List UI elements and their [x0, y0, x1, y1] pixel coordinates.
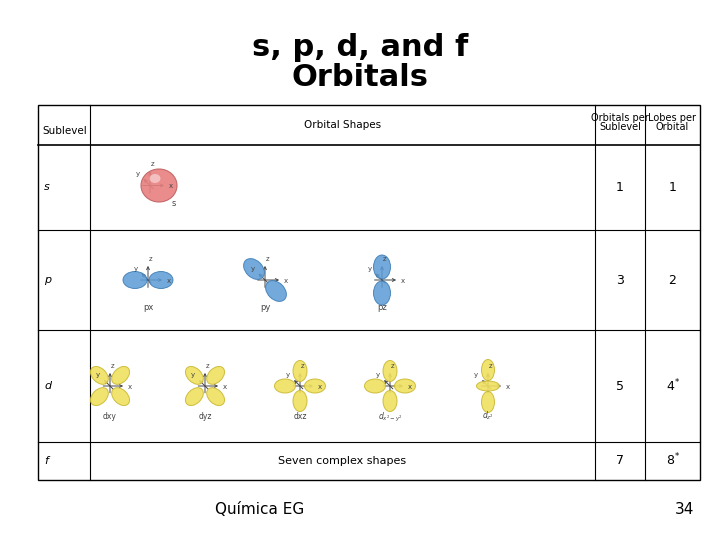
- Text: z: z: [206, 363, 210, 369]
- Ellipse shape: [112, 388, 130, 406]
- Text: Orbital Shapes: Orbital Shapes: [304, 120, 381, 130]
- Text: d: d: [44, 381, 51, 391]
- Ellipse shape: [482, 392, 495, 413]
- Text: x: x: [223, 384, 227, 390]
- Text: $d_{z^2}$: $d_{z^2}$: [482, 410, 494, 422]
- Text: 34: 34: [675, 503, 695, 517]
- Text: z: z: [489, 363, 492, 369]
- Ellipse shape: [186, 388, 203, 406]
- Text: z: z: [111, 363, 114, 369]
- Text: *: *: [675, 377, 679, 387]
- Ellipse shape: [141, 169, 177, 202]
- Ellipse shape: [150, 174, 161, 183]
- Text: pz: pz: [377, 303, 387, 312]
- Ellipse shape: [243, 259, 264, 279]
- Text: x: x: [169, 184, 173, 190]
- Text: x: x: [401, 278, 405, 284]
- Ellipse shape: [207, 388, 225, 406]
- Text: y: y: [96, 372, 100, 378]
- Ellipse shape: [274, 379, 295, 393]
- Ellipse shape: [305, 379, 325, 393]
- Text: *: *: [675, 453, 679, 462]
- Text: z: z: [149, 256, 153, 262]
- Text: x: x: [128, 384, 132, 390]
- Text: y: y: [287, 372, 290, 378]
- Text: s: s: [172, 199, 176, 207]
- Ellipse shape: [383, 390, 397, 411]
- Ellipse shape: [207, 367, 225, 384]
- Ellipse shape: [149, 272, 173, 288]
- Text: s: s: [44, 183, 50, 192]
- Text: f: f: [44, 456, 48, 466]
- Text: z: z: [151, 161, 155, 167]
- Text: y: y: [251, 266, 255, 272]
- Text: 4: 4: [667, 380, 675, 393]
- Ellipse shape: [374, 281, 390, 305]
- Text: px: px: [143, 303, 153, 312]
- Text: 8: 8: [667, 455, 675, 468]
- Text: p: p: [44, 275, 51, 285]
- Ellipse shape: [383, 361, 397, 381]
- Text: s, p, d, and f: s, p, d, and f: [252, 33, 468, 63]
- Text: z: z: [383, 256, 387, 262]
- Ellipse shape: [482, 360, 495, 381]
- Ellipse shape: [266, 281, 287, 301]
- Text: Orbitals per: Orbitals per: [591, 113, 649, 123]
- Ellipse shape: [374, 255, 390, 279]
- Text: 7: 7: [616, 455, 624, 468]
- Text: Orbital: Orbital: [656, 122, 689, 132]
- Text: 3: 3: [616, 273, 624, 287]
- Text: Lobes per: Lobes per: [649, 113, 696, 123]
- Text: z: z: [391, 363, 395, 369]
- Ellipse shape: [477, 381, 500, 391]
- Text: x: x: [284, 278, 288, 284]
- Ellipse shape: [123, 272, 147, 288]
- Text: dyz: dyz: [198, 412, 212, 421]
- Text: z: z: [301, 363, 305, 369]
- Ellipse shape: [364, 379, 385, 393]
- Text: y: y: [376, 372, 380, 378]
- Text: 1: 1: [669, 181, 676, 194]
- Ellipse shape: [293, 361, 307, 381]
- Ellipse shape: [293, 390, 307, 411]
- Text: y: y: [474, 372, 478, 378]
- Text: $d_{x^2-y^2}$: $d_{x^2-y^2}$: [377, 410, 402, 423]
- Ellipse shape: [395, 379, 415, 393]
- Text: dxz: dxz: [293, 412, 307, 421]
- Text: py: py: [260, 303, 271, 312]
- Text: 1: 1: [616, 181, 624, 194]
- Text: y: y: [134, 266, 138, 272]
- Bar: [38, 105, 700, 480]
- Text: x: x: [167, 278, 171, 284]
- Text: Química EG: Química EG: [215, 503, 305, 517]
- Text: x: x: [506, 384, 510, 390]
- Text: z: z: [266, 256, 269, 262]
- Ellipse shape: [112, 367, 130, 384]
- Text: y: y: [368, 266, 372, 272]
- Text: Sublevel: Sublevel: [599, 122, 641, 132]
- Text: x: x: [318, 384, 322, 390]
- Text: Sublevel: Sublevel: [42, 126, 86, 136]
- Text: 2: 2: [669, 273, 676, 287]
- Ellipse shape: [91, 367, 108, 384]
- Text: y: y: [192, 372, 195, 378]
- Ellipse shape: [91, 388, 108, 406]
- Text: 5: 5: [616, 380, 624, 393]
- Ellipse shape: [186, 367, 203, 384]
- Text: x: x: [408, 384, 412, 390]
- Text: dxy: dxy: [103, 412, 117, 421]
- Text: Seven complex shapes: Seven complex shapes: [279, 456, 407, 466]
- Text: Orbitals: Orbitals: [292, 63, 428, 91]
- Text: y: y: [135, 171, 140, 177]
